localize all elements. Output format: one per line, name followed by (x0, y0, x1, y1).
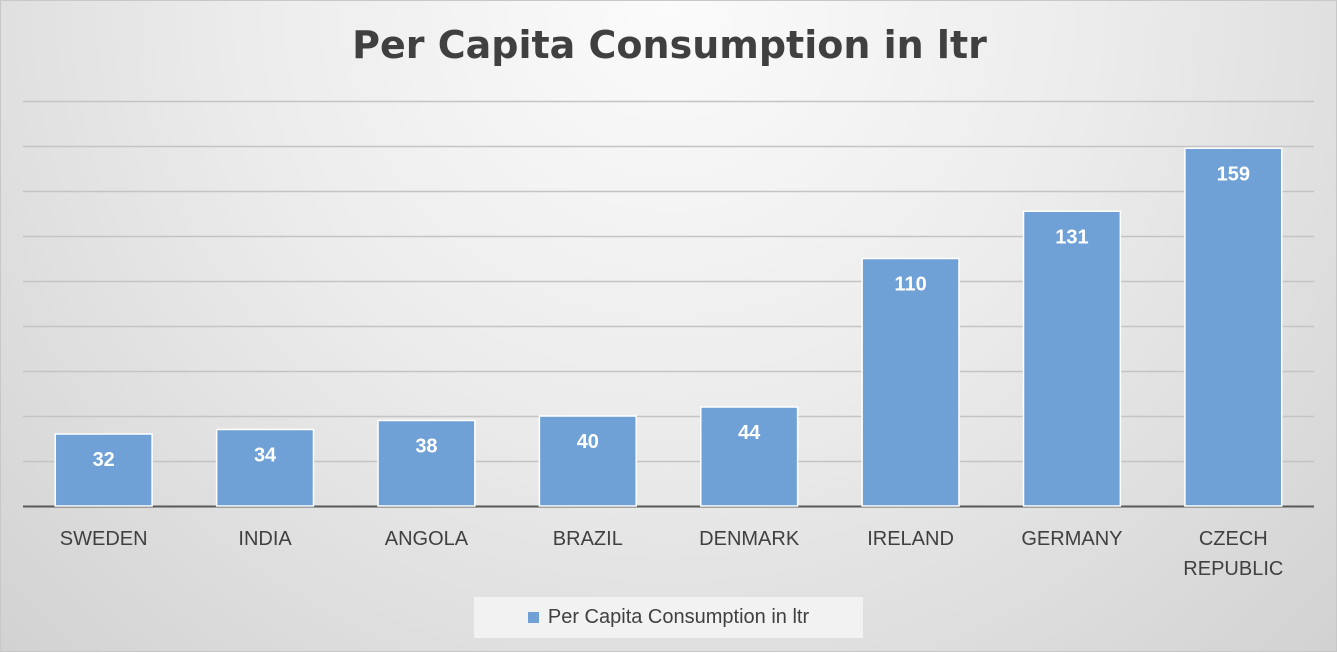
bar (1022, 210, 1122, 507)
x-tick-label: INDIA (238, 528, 292, 550)
data-labels: 32 34 38 40 44 110 131 159 (93, 163, 1250, 471)
x-tick-label: BRAZIL (553, 528, 623, 550)
legend-label: Per Capita Consumption in ltr (547, 606, 810, 628)
x-tick-label: REPUBLIC (1183, 558, 1283, 580)
bar (215, 428, 315, 507)
x-tick-label: GERMANY (1021, 528, 1122, 550)
x-tick-label: IRELAND (867, 528, 954, 550)
legend: Per Capita Consumption in ltr (474, 597, 863, 638)
chart-title: Per Capita Consumption in ltr (352, 23, 987, 67)
data-label: 159 (1217, 163, 1250, 185)
bar (700, 406, 799, 507)
bar (861, 257, 960, 507)
bar (538, 415, 637, 507)
x-tick-label: SWEDEN (60, 528, 148, 550)
legend-swatch (527, 612, 539, 623)
data-label: 110 (894, 274, 926, 296)
x-tick-label: DENMARK (699, 528, 800, 550)
bar (1184, 147, 1283, 507)
data-label: 44 (738, 422, 761, 444)
data-label: 40 (577, 431, 599, 453)
data-label: 32 (93, 449, 115, 471)
data-label: 34 (254, 445, 277, 467)
x-tick-label: ANGOLA (385, 528, 469, 550)
bar (377, 419, 476, 507)
data-label: 131 (1055, 226, 1088, 248)
data-label: 38 (415, 436, 437, 458)
x-tick-label: CZECH (1199, 528, 1268, 550)
x-axis-tick-labels: SWEDEN INDIA ANGOLA BRAZIL DENMARK IRELAND GER… (60, 528, 1284, 580)
bars (54, 147, 1283, 507)
bar (54, 433, 153, 507)
